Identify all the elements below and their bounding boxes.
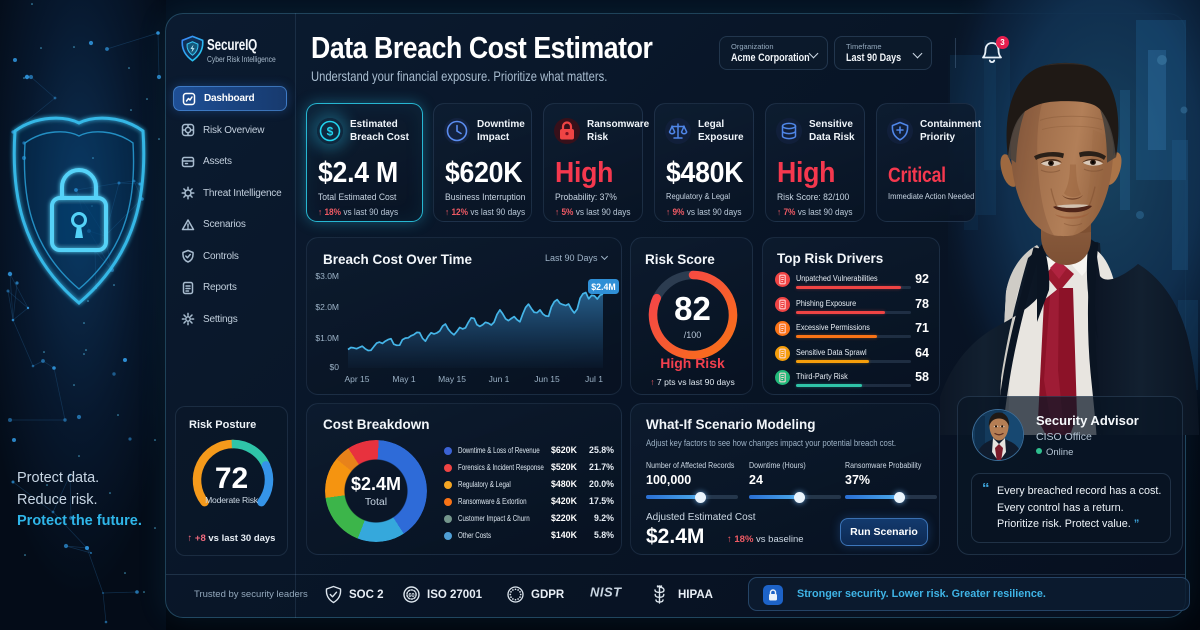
svg-text:$0: $0: [330, 362, 340, 372]
svg-text:60: 60: [408, 593, 414, 599]
svg-text:May 1: May 1: [392, 374, 415, 384]
svg-text:$: $: [327, 125, 334, 139]
svg-text:$1.0M: $1.0M: [315, 333, 339, 343]
svg-text:$2.0M: $2.0M: [315, 302, 339, 312]
svg-text:Jul 1: Jul 1: [585, 374, 603, 384]
svg-text:Jun 15: Jun 15: [534, 374, 560, 384]
svg-text:Jun 1: Jun 1: [489, 374, 510, 384]
svg-text:$2.4M: $2.4M: [591, 282, 615, 292]
svg-text:$3.0M: $3.0M: [315, 272, 339, 281]
svg-text:May 15: May 15: [438, 374, 466, 384]
svg-text:NIST: NIST: [590, 585, 622, 599]
svg-text:Apr 15: Apr 15: [344, 374, 369, 384]
